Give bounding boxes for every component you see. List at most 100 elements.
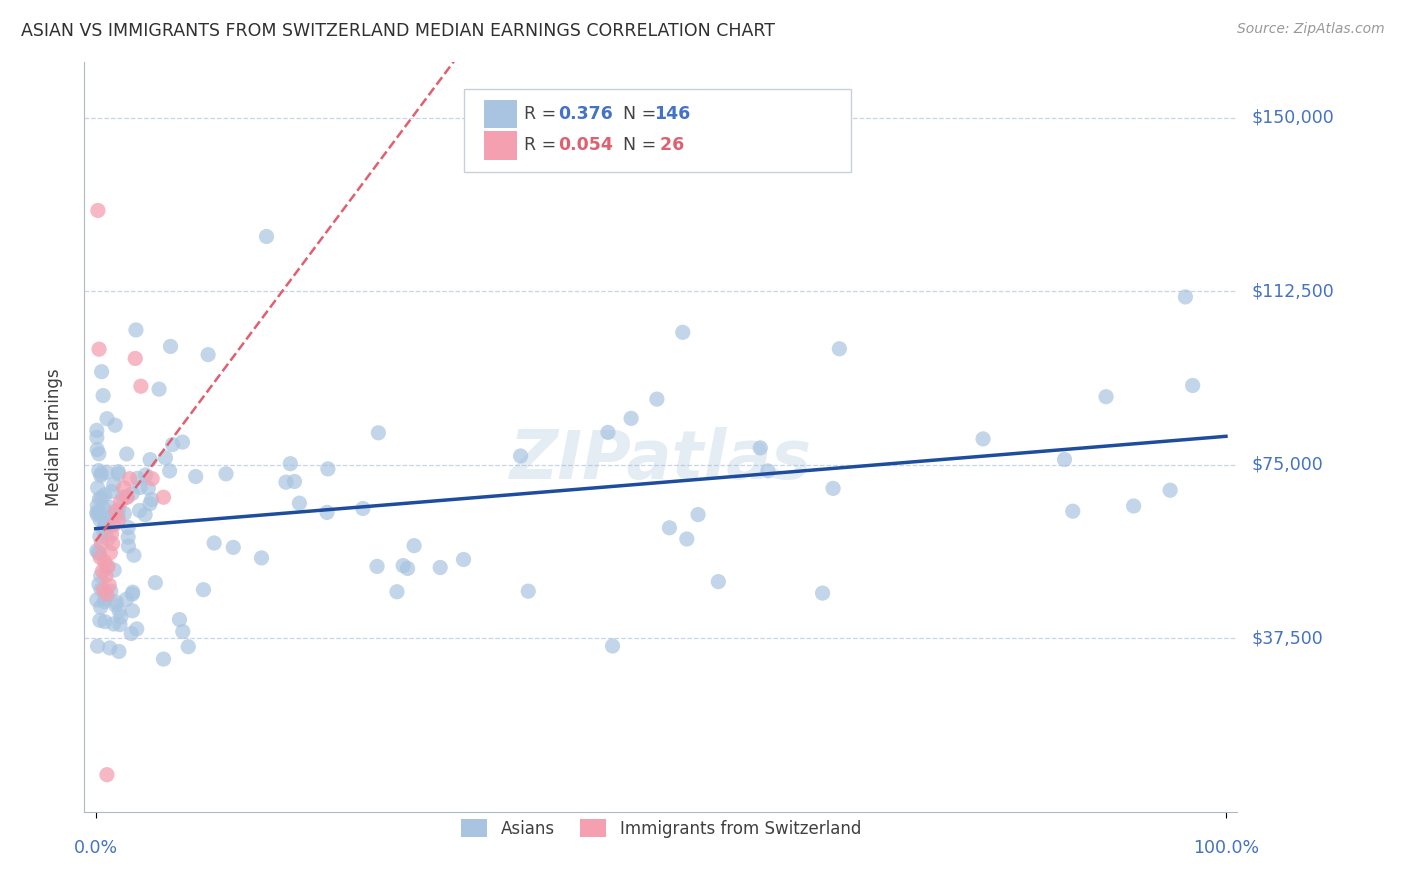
Point <box>429 560 451 574</box>
Point <box>117 490 139 504</box>
Point <box>86 543 108 558</box>
Point <box>121 585 143 599</box>
Point <box>86 499 108 513</box>
Point <box>250 550 273 565</box>
Point <box>215 467 238 481</box>
Point <box>100 584 122 599</box>
Point <box>112 507 135 521</box>
Point <box>278 457 301 471</box>
Point <box>94 569 117 583</box>
Point <box>90 365 112 379</box>
Point <box>1053 452 1076 467</box>
Point <box>177 640 200 654</box>
Point <box>509 449 531 463</box>
Text: R =: R = <box>524 105 562 123</box>
Point <box>148 382 170 396</box>
Point <box>392 558 415 573</box>
Point <box>101 536 124 550</box>
Point <box>96 587 118 601</box>
Point <box>110 495 132 509</box>
Point <box>367 425 389 440</box>
Text: 0.054: 0.054 <box>558 136 613 154</box>
Point <box>404 539 426 553</box>
Text: 100.0%: 100.0% <box>1192 839 1258 857</box>
Point <box>107 513 129 527</box>
Point <box>94 515 117 529</box>
Point <box>98 640 121 655</box>
Point <box>86 505 108 519</box>
Point <box>91 388 114 402</box>
Point <box>135 467 157 482</box>
Point <box>87 505 110 519</box>
Text: 0.0%: 0.0% <box>73 839 118 857</box>
Point <box>128 503 150 517</box>
Point <box>108 617 131 632</box>
Point <box>811 586 834 600</box>
Point <box>125 323 148 337</box>
Point <box>162 437 184 451</box>
Point <box>124 351 146 366</box>
Point <box>96 465 118 479</box>
Point <box>366 559 388 574</box>
Point <box>90 491 112 505</box>
Point <box>1174 290 1197 304</box>
Point <box>86 442 108 457</box>
Point <box>453 552 475 566</box>
Point <box>972 432 994 446</box>
Point <box>105 504 128 518</box>
Point <box>87 203 110 218</box>
Point <box>93 521 115 535</box>
Point <box>115 592 138 607</box>
Point <box>1062 504 1084 518</box>
Point <box>96 768 118 782</box>
Point <box>86 423 108 437</box>
Point <box>87 464 110 478</box>
Point <box>823 482 845 496</box>
Point <box>274 475 297 490</box>
Point <box>139 497 162 511</box>
Point <box>101 508 124 523</box>
Y-axis label: Median Earnings: Median Earnings <box>45 368 63 506</box>
Point <box>89 550 111 565</box>
Point <box>93 582 115 597</box>
Point <box>89 491 111 506</box>
Point <box>141 492 163 507</box>
Legend: Asians, Immigrants from Switzerland: Asians, Immigrants from Switzerland <box>454 813 868 845</box>
Point <box>111 490 134 504</box>
Point <box>129 379 152 393</box>
Point <box>89 513 111 527</box>
Point <box>90 536 112 550</box>
Point <box>152 490 174 504</box>
Point <box>169 613 191 627</box>
Point <box>256 229 278 244</box>
Point <box>316 505 339 519</box>
Text: 0.376: 0.376 <box>558 105 613 123</box>
Point <box>93 555 115 569</box>
Point <box>749 441 772 455</box>
Point <box>86 508 108 522</box>
Point <box>103 518 125 533</box>
Point <box>107 467 129 481</box>
Point <box>385 584 408 599</box>
Point <box>121 604 143 618</box>
Point <box>107 503 129 517</box>
Point <box>97 532 120 546</box>
Point <box>117 520 139 534</box>
Point <box>1181 378 1204 392</box>
Point <box>86 593 108 607</box>
Text: R =: R = <box>524 136 562 154</box>
Point <box>104 418 127 433</box>
Point <box>172 624 194 639</box>
Point <box>87 577 110 591</box>
Point <box>645 392 668 406</box>
Point <box>103 477 125 491</box>
Point <box>117 530 139 544</box>
Text: Source: ZipAtlas.com: Source: ZipAtlas.com <box>1237 22 1385 37</box>
Point <box>98 546 121 560</box>
Point <box>107 508 129 523</box>
Point <box>89 613 111 627</box>
Point <box>121 587 143 601</box>
Point <box>143 575 166 590</box>
Text: N =: N = <box>623 105 662 123</box>
Point <box>197 348 219 362</box>
